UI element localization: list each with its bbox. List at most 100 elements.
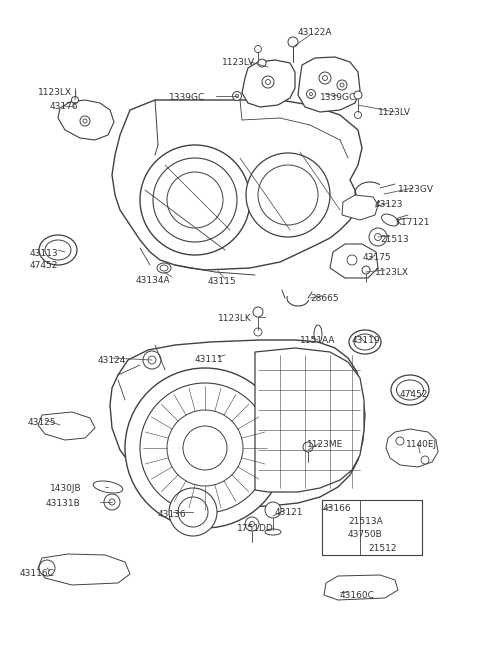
- Text: 43115: 43115: [208, 277, 237, 286]
- Circle shape: [288, 37, 298, 47]
- Text: 43119: 43119: [352, 336, 381, 345]
- Circle shape: [337, 80, 347, 90]
- Text: 28665: 28665: [310, 294, 338, 303]
- Circle shape: [340, 83, 344, 87]
- Text: 1123LV: 1123LV: [222, 58, 255, 67]
- Circle shape: [258, 59, 266, 67]
- Text: 1339GC: 1339GC: [169, 93, 205, 102]
- Ellipse shape: [157, 263, 171, 273]
- Polygon shape: [298, 57, 360, 112]
- Circle shape: [83, 119, 87, 123]
- Circle shape: [153, 158, 237, 242]
- Ellipse shape: [314, 325, 322, 343]
- Circle shape: [262, 76, 274, 88]
- Text: 43166: 43166: [323, 504, 352, 513]
- Polygon shape: [330, 244, 378, 278]
- Text: 43125: 43125: [28, 418, 57, 427]
- Text: 1123GV: 1123GV: [398, 185, 434, 194]
- Circle shape: [236, 94, 239, 98]
- Circle shape: [104, 494, 120, 510]
- Ellipse shape: [265, 529, 281, 535]
- Polygon shape: [58, 100, 114, 140]
- Circle shape: [421, 456, 429, 464]
- Circle shape: [374, 234, 382, 241]
- Circle shape: [167, 172, 223, 228]
- Text: 1123LK: 1123LK: [218, 314, 252, 323]
- Text: 43113: 43113: [30, 249, 59, 258]
- Text: 43131B: 43131B: [46, 499, 81, 508]
- Circle shape: [246, 153, 330, 237]
- Polygon shape: [324, 575, 398, 600]
- Circle shape: [307, 89, 315, 98]
- Text: 1140EJ: 1140EJ: [406, 440, 437, 449]
- Circle shape: [310, 92, 312, 96]
- Polygon shape: [386, 429, 438, 467]
- Text: 21513A: 21513A: [348, 517, 383, 526]
- Circle shape: [72, 96, 79, 104]
- Circle shape: [354, 91, 362, 99]
- Ellipse shape: [396, 380, 423, 400]
- Text: 21513: 21513: [380, 235, 408, 244]
- Circle shape: [369, 228, 387, 246]
- Circle shape: [167, 410, 243, 486]
- Text: 43136: 43136: [158, 510, 187, 519]
- Bar: [322, 500, 422, 555]
- Circle shape: [178, 497, 208, 527]
- Circle shape: [80, 116, 90, 126]
- Text: 43121: 43121: [275, 508, 303, 517]
- Polygon shape: [110, 340, 365, 507]
- Text: 43134A: 43134A: [136, 276, 170, 285]
- Circle shape: [265, 502, 281, 518]
- Circle shape: [303, 442, 313, 452]
- Polygon shape: [112, 100, 362, 270]
- Ellipse shape: [349, 330, 381, 354]
- Polygon shape: [38, 554, 130, 585]
- Circle shape: [258, 165, 318, 225]
- Text: 1151AA: 1151AA: [300, 336, 336, 345]
- Text: 1751DD: 1751DD: [237, 524, 274, 533]
- Ellipse shape: [45, 240, 71, 260]
- Circle shape: [355, 112, 361, 119]
- Ellipse shape: [160, 265, 168, 271]
- Text: 43175: 43175: [363, 253, 392, 262]
- Circle shape: [143, 351, 161, 369]
- Text: 47452: 47452: [400, 390, 428, 399]
- Circle shape: [169, 488, 217, 536]
- Text: 1339GC: 1339GC: [320, 93, 356, 102]
- Polygon shape: [242, 60, 295, 107]
- Text: 1123LV: 1123LV: [378, 108, 411, 117]
- Circle shape: [109, 499, 115, 505]
- Circle shape: [253, 307, 263, 317]
- Text: 43123: 43123: [375, 200, 404, 209]
- Circle shape: [396, 437, 404, 445]
- Circle shape: [140, 145, 250, 255]
- Circle shape: [319, 72, 331, 84]
- Text: 43111: 43111: [195, 355, 224, 364]
- Polygon shape: [38, 412, 95, 440]
- Polygon shape: [255, 348, 364, 492]
- Circle shape: [250, 522, 254, 527]
- Circle shape: [125, 368, 285, 528]
- Text: 43750B: 43750B: [348, 530, 383, 539]
- Circle shape: [265, 79, 271, 85]
- Circle shape: [362, 266, 370, 274]
- Text: 43160C: 43160C: [340, 591, 375, 600]
- Text: 43124: 43124: [98, 356, 126, 365]
- Ellipse shape: [93, 481, 123, 493]
- Circle shape: [245, 517, 259, 531]
- Text: 21512: 21512: [368, 544, 396, 553]
- Text: 43116C: 43116C: [20, 569, 55, 578]
- Text: 43122A: 43122A: [298, 28, 333, 37]
- Circle shape: [323, 75, 327, 81]
- Text: K17121: K17121: [395, 218, 430, 227]
- Text: 47452: 47452: [30, 261, 59, 270]
- Ellipse shape: [391, 375, 429, 405]
- Polygon shape: [342, 195, 378, 220]
- Circle shape: [39, 560, 55, 576]
- Text: 1123ME: 1123ME: [307, 440, 343, 449]
- Ellipse shape: [39, 235, 77, 265]
- Text: 1123LX: 1123LX: [38, 88, 72, 97]
- Ellipse shape: [314, 347, 322, 353]
- Circle shape: [140, 383, 270, 513]
- Ellipse shape: [382, 214, 398, 226]
